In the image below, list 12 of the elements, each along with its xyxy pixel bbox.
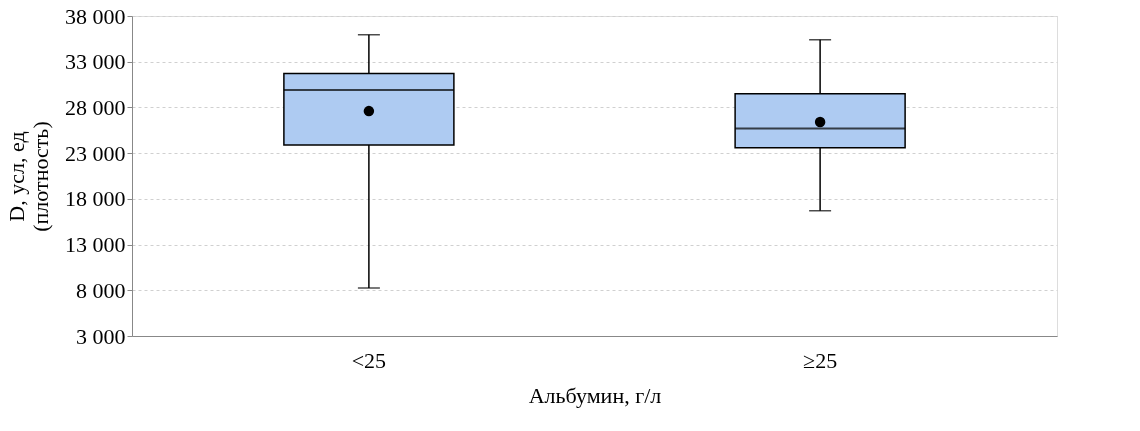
y-tick-label: 13 000 bbox=[65, 232, 126, 258]
y-tick-label: 23 000 bbox=[65, 140, 126, 166]
y-tick-label: 3 000 bbox=[76, 323, 126, 349]
x-tick-label: ≥25 bbox=[803, 347, 838, 373]
y-axis-title: D, усл, ед (плотность) bbox=[4, 121, 53, 232]
y-tick-label: 38 000 bbox=[65, 3, 126, 29]
y-tick-label: 28 000 bbox=[65, 94, 126, 120]
y-tick-label: 8 000 bbox=[76, 277, 126, 303]
y-tick-label: 33 000 bbox=[65, 49, 126, 75]
x-tick-label: <25 bbox=[351, 347, 387, 373]
y-tick-label: 18 000 bbox=[65, 186, 126, 212]
x-axis-title: Альбумин, г/л bbox=[528, 382, 662, 408]
